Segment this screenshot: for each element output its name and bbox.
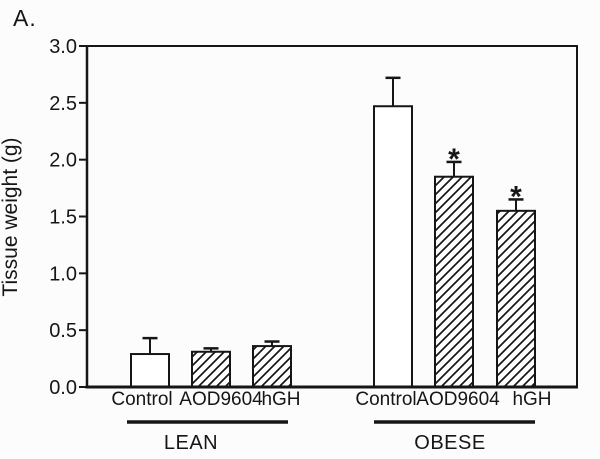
y-tick-label-2-0: 2.0 — [49, 150, 77, 172]
panel-label: A. — [13, 5, 37, 31]
x-category-label-lean-hgh: hGH — [261, 389, 300, 410]
y-tick-label-3-0: 3.0 — [49, 36, 77, 58]
bar-lean-control — [130, 353, 170, 388]
y-tick-label-1-5: 1.5 — [49, 207, 77, 229]
significance-asterisk-obese-aod9604: * — [448, 143, 460, 176]
y-tick-label-1-0: 1.0 — [49, 263, 77, 285]
x-category-label-lean-aod9604: AOD9604 — [179, 389, 263, 410]
bar-obese-hgh — [496, 209, 536, 388]
significance-asterisk-obese-hgh: * — [510, 180, 522, 213]
x-category-label-obese-hgh: hGH — [512, 389, 551, 410]
y-axis-title: Tissue weight (g) — [0, 137, 22, 296]
bar-obese-aod9604 — [434, 175, 474, 388]
y-tick-label-2-5: 2.5 — [49, 93, 77, 115]
x-category-label-lean-control: Control — [111, 389, 172, 410]
group-label-obese: OBESE — [414, 432, 485, 454]
bar-lean-aod9604 — [191, 350, 231, 389]
bar-lean-hgh — [252, 345, 292, 388]
x-category-label-obese-control: Control — [355, 389, 416, 410]
y-tick-label-0-5: 0.5 — [49, 320, 77, 342]
y-tick-label-0-0: 0.0 — [49, 377, 77, 399]
group-label-lean: LEAN — [164, 432, 218, 454]
bar-obese-control — [373, 105, 413, 388]
x-category-label-obese-aod9604: AOD9604 — [416, 389, 500, 410]
